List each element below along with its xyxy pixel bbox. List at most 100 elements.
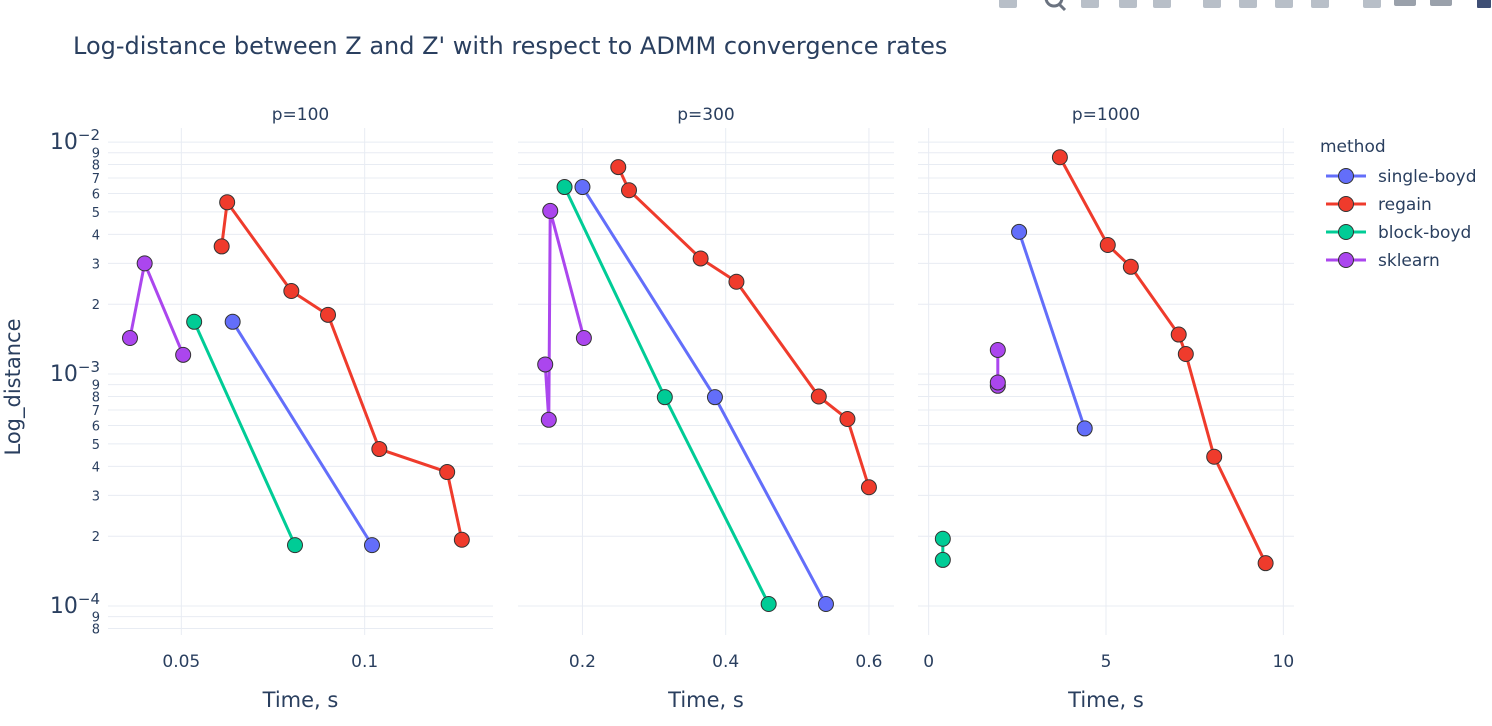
legend[interactable]: method single-boyd regain block-boyd sklearn [1320, 137, 1477, 271]
legend-item-single-boyd[interactable]: single-boyd [1326, 167, 1477, 187]
data-point-regain[interactable] [453, 531, 470, 548]
y-minor-tick-label: 4 [92, 228, 100, 243]
panel-p-1000[interactable]: 0 5 10 p=1000 Time, s [918, 105, 1294, 712]
panel-p-100[interactable]: 0.05 0.1 p=100 Time, s [108, 105, 493, 712]
data-point-block-boyd[interactable] [556, 179, 573, 196]
data-point-regain[interactable] [621, 182, 638, 199]
pan-icon[interactable] [1081, 0, 1099, 8]
legend-label: block-boyd [1378, 223, 1471, 243]
data-point-single-boyd[interactable] [706, 389, 723, 406]
data-point-regain[interactable] [213, 238, 230, 255]
y-minor-tick-label: 6 [92, 188, 100, 203]
data-point-sklearn[interactable] [537, 356, 554, 373]
hover-closest-icon[interactable] [1394, 0, 1416, 6]
x-tick-label: 0 [923, 652, 934, 672]
data-point-regain[interactable] [1051, 149, 1068, 166]
data-point-sklearn[interactable] [575, 330, 592, 347]
data-point-regain[interactable] [728, 273, 745, 290]
y-minor-tick-label: 6 [92, 420, 100, 435]
data-point-sklearn[interactable] [175, 346, 192, 363]
hover-compare-icon[interactable] [1430, 0, 1452, 6]
series-line-regain [616, 166, 871, 488]
x-axis-title: Time, s [262, 688, 339, 712]
data-point-sklearn[interactable] [540, 411, 557, 428]
data-point-regain[interactable] [1177, 346, 1194, 363]
series-line-regain [220, 198, 464, 541]
y-tick-label: 10−3 [50, 358, 100, 387]
camera-icon[interactable] [999, 0, 1017, 8]
legend-label: sklearn [1378, 251, 1440, 271]
panel-title: p=1000 [1072, 105, 1140, 125]
x-tick-label: 0.4 [712, 652, 739, 672]
reset-axes-icon[interactable] [1311, 0, 1329, 8]
data-point-regain[interactable] [1122, 258, 1139, 275]
data-point-single-boyd[interactable] [817, 596, 834, 613]
data-point-regain[interactable] [1099, 237, 1116, 254]
data-point-block-boyd[interactable] [656, 389, 673, 406]
data-point-block-boyd[interactable] [934, 530, 951, 547]
data-point-sklearn[interactable] [989, 374, 1006, 391]
modebar[interactable] [999, 0, 1491, 12]
zoom-in-icon[interactable] [1203, 0, 1221, 8]
data-point-regain[interactable] [1257, 555, 1274, 572]
data-point-block-boyd[interactable] [287, 537, 303, 554]
y-minor-tick-label: 7 [92, 404, 100, 419]
data-point-regain[interactable] [1170, 326, 1187, 343]
series-line-single-boyd [581, 186, 828, 605]
data-point-block-boyd[interactable] [186, 313, 203, 330]
zoom-icon[interactable] [1044, 0, 1067, 12]
y-minor-tick-label: 3 [92, 489, 100, 504]
data-point-regain[interactable] [839, 411, 856, 428]
legend-item-regain[interactable]: regain [1326, 195, 1432, 215]
data-point-regain[interactable] [219, 194, 236, 211]
data-point-regain[interactable] [283, 283, 300, 300]
spike-lines-icon[interactable] [1363, 0, 1381, 8]
data-point-sklearn[interactable] [542, 202, 559, 219]
data-point-regain[interactable] [371, 441, 388, 458]
data-point-regain[interactable] [1206, 448, 1223, 465]
data-point-single-boyd[interactable] [224, 313, 241, 330]
y-minor-tick-label: 2 [92, 298, 100, 313]
series-line-sklearn [543, 210, 586, 420]
series-line-regain [1058, 156, 1267, 564]
data-point-single-boyd[interactable] [1076, 420, 1093, 437]
data-point-sklearn[interactable] [136, 255, 153, 272]
data-point-single-boyd[interactable] [1011, 223, 1028, 240]
data-point-single-boyd[interactable] [364, 537, 380, 554]
series-line-single-boyd [231, 320, 374, 546]
data-point-sklearn[interactable] [989, 341, 1006, 358]
data-point-regain[interactable] [320, 306, 336, 323]
data-point-regain[interactable] [692, 250, 709, 267]
legend-item-block-boyd[interactable]: block-boyd [1326, 223, 1471, 243]
legend-swatch-marker [1338, 252, 1354, 268]
plotly-logo-icon[interactable] [1477, 0, 1491, 8]
autoscale-icon[interactable] [1275, 0, 1293, 8]
lasso-icon[interactable] [1153, 0, 1171, 8]
y-tick-label: 10−4 [50, 590, 100, 619]
data-point-block-boyd[interactable] [934, 551, 951, 568]
legend-item-sklearn[interactable]: sklearn [1326, 251, 1440, 271]
data-point-block-boyd[interactable] [760, 596, 777, 613]
y-minor-tick-label: 9 [92, 147, 100, 162]
legend-swatch-marker [1338, 168, 1354, 184]
box-select-icon[interactable] [1119, 0, 1137, 8]
data-point-regain[interactable] [860, 479, 877, 496]
series-line-sklearn [128, 258, 185, 356]
data-point-single-boyd[interactable] [574, 179, 591, 196]
data-point-regain[interactable] [439, 464, 456, 481]
y-minor-tick-label: 8 [92, 159, 100, 174]
panel-p-300[interactable]: 0.2 0.4 0.6 p=300 Time, s [518, 105, 894, 712]
data-point-regain[interactable] [610, 159, 627, 176]
x-tick-label: 0.2 [569, 652, 596, 672]
y-minor-tick-label: 9 [92, 611, 100, 626]
x-tick-label: 0.1 [351, 652, 378, 672]
y-minor-tick-label: 2 [92, 530, 100, 545]
series-line-single-boyd [1017, 231, 1087, 429]
y-minor-tick-label: 8 [92, 622, 100, 637]
legend-swatch-marker [1338, 196, 1354, 212]
data-point-regain[interactable] [810, 388, 827, 405]
data-point-sklearn[interactable] [122, 330, 138, 347]
zoom-out-icon[interactable] [1239, 0, 1257, 8]
